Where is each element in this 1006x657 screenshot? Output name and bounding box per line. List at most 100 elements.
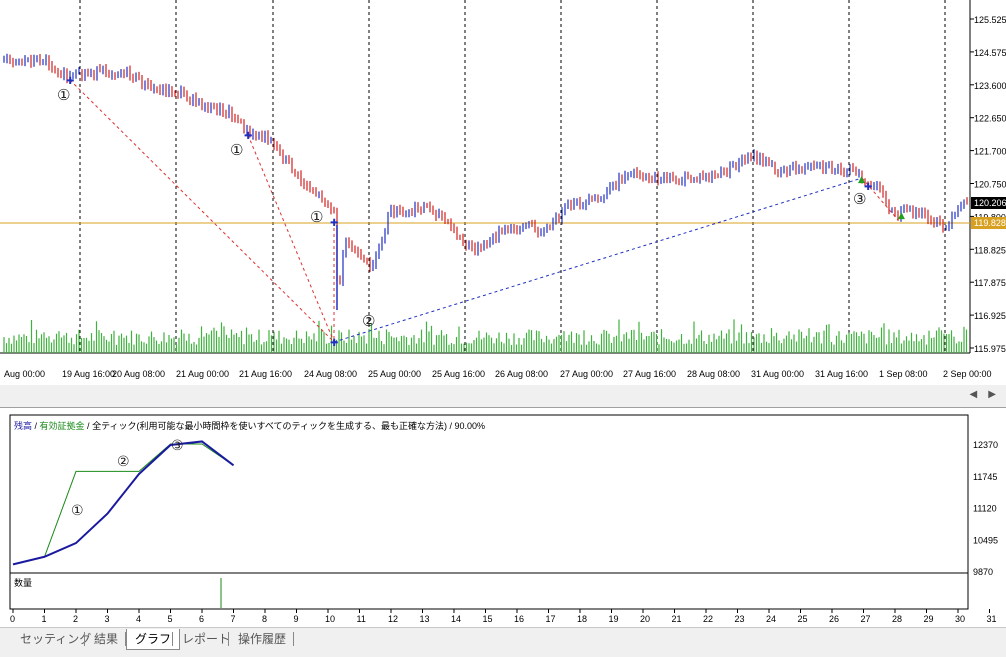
time-tick-label: 28 Aug 08:00 <box>687 369 740 379</box>
ask-price-label: 119.828 <box>974 218 1006 228</box>
legend-equity: 有効証拠金 <box>40 420 85 431</box>
time-tick-label: 31 Aug 00:00 <box>751 369 804 379</box>
price-tick-label: 122.650 <box>974 114 1006 124</box>
graph-x-label: 16 <box>514 614 524 624</box>
trade-line <box>333 177 863 343</box>
trade-number-marker: ① <box>230 141 243 159</box>
time-tick-label: 20 Aug 08:00 <box>112 369 165 379</box>
tab-results[interactable]: 結果 <box>94 632 119 646</box>
trade-entry-marker: ✚ <box>330 338 338 349</box>
graph-x-label: 5 <box>168 614 173 624</box>
legend-separator: / <box>85 421 93 431</box>
graph-x-label: 0 <box>10 614 15 624</box>
graph-x-label: 30 <box>955 614 965 624</box>
ask-price-box <box>971 217 1006 229</box>
graph-x-label: 10 <box>325 614 335 624</box>
graph-x-label: 7 <box>231 614 236 624</box>
graph-x-label: 3 <box>105 614 110 624</box>
trade-entry-marker: ✚ <box>244 131 252 142</box>
time-tick-label: 31 Aug 16:00 <box>815 369 868 379</box>
time-tick-label: 24 Aug 08:00 <box>304 369 357 379</box>
series-line-balance <box>12 443 234 565</box>
trade-entry-marker: ✚ <box>66 76 74 87</box>
time-tick-label: 19 Aug 16:00 <box>62 369 115 379</box>
price-tick-label: 120.750 <box>974 180 1006 190</box>
trade-number-marker: ② <box>362 312 375 330</box>
tab-report[interactable]: レポート <box>182 632 231 646</box>
graph-x-label: 17 <box>546 614 556 624</box>
price-chart[interactable]: 125.525 124.575 123.600 122.650 121.700 120.7… <box>0 0 1006 385</box>
graph-x-label: 18 <box>577 614 587 624</box>
graph-x-label: 8 <box>262 614 267 624</box>
time-tick-label: 27 Aug 16:00 <box>623 369 676 379</box>
trade-entry-marker: ✚ <box>864 182 872 193</box>
graph-x-label: 14 <box>451 614 461 624</box>
graph-x-label: 31 <box>987 614 997 624</box>
graph-x-label: 4 <box>136 614 141 624</box>
tab-divider <box>228 632 229 646</box>
price-tick-label: 121.700 <box>974 147 1006 157</box>
legend-quality: 90.00% <box>455 421 486 431</box>
time-tick-label: Aug 00:00 <box>4 369 45 379</box>
graph-x-label: 1 <box>42 614 47 624</box>
price-tick-label: 123.600 <box>974 81 1006 91</box>
time-tick-label: 27 Aug 00:00 <box>560 369 613 379</box>
graph-x-label: 15 <box>483 614 493 624</box>
legend-separator: / <box>32 421 40 431</box>
price-tick-label: 124.575 <box>974 48 1006 58</box>
graph-x-label: 21 <box>672 614 682 624</box>
graph-x-label: 2 <box>73 614 78 624</box>
price-tick-label: 115.975 <box>974 344 1006 354</box>
tab-graph[interactable]: グラフ <box>126 629 181 650</box>
graph-y-label: 9870 <box>973 567 993 577</box>
time-tick-label: 1 Sep 08:00 <box>879 369 928 379</box>
volume-label: 数量 <box>14 577 32 588</box>
tester-tabs: セッティング 結果 グラフ レポート 操作履歴 <box>0 627 1006 657</box>
time-tick-label: 26 Aug 08:00 <box>495 369 548 379</box>
price-chart-canvas[interactable]: 125.525 124.575 123.600 122.650 121.700 120.7… <box>0 0 1006 385</box>
scroll-arrows-icon[interactable]: ◀ ▶ <box>969 389 1000 400</box>
time-tick-label: 25 Aug 16:00 <box>432 369 485 379</box>
graph-x-label: 23 <box>735 614 745 624</box>
graph-x-label: 9 <box>294 614 299 624</box>
graph-x-label: 25 <box>798 614 808 624</box>
price-tick-label: 118.825 <box>974 245 1006 255</box>
legend-separator: / <box>447 421 455 431</box>
bid-price-box <box>971 197 1006 209</box>
graph-y-label: 10495 <box>973 535 998 545</box>
tab-journal[interactable]: 操作履歴 <box>238 632 287 646</box>
price-tick-label: 116.925 <box>974 311 1006 321</box>
graph-x-label: 6 <box>199 614 204 624</box>
graph-x-label: 28 <box>892 614 902 624</box>
graph-trade-marker: ③ <box>171 438 184 454</box>
graph-trade-marker: ① <box>71 503 84 519</box>
time-tick-label: 21 Aug 16:00 <box>239 369 292 379</box>
time-tick-label: 2 Sep 00:00 <box>943 369 992 379</box>
graph-x-label: 24 <box>766 614 776 624</box>
tab-settings[interactable]: セッティング <box>20 632 92 646</box>
graph-y-label: 12370 <box>973 440 998 450</box>
legend-model: 全ティック(利用可能な最小時間枠を使いすべてのティックを生成する、最も正確な方法… <box>92 420 447 431</box>
tab-divider <box>84 632 85 646</box>
balance-graph-panel: 残高 / 有効証拠金 / 全ティック(利用可能な最小時間枠を使いすべてのティック… <box>0 407 1006 628</box>
graph-frame <box>9 414 969 574</box>
graph-x-label: 22 <box>703 614 713 624</box>
graph-x-label: 19 <box>609 614 619 624</box>
time-tick-label: 25 Aug 00:00 <box>368 369 421 379</box>
balance-graph-canvas: 残高 / 有効証拠金 / 全ティック(利用可能な最小時間枠を使いすべてのティック… <box>9 414 998 624</box>
trade-line <box>247 134 335 343</box>
price-tick-label: 117.875 <box>974 278 1006 288</box>
trade-number-marker: ① <box>57 86 70 104</box>
trade-line <box>69 79 335 343</box>
chart-scrollbar[interactable]: ◀ ▶ <box>0 385 1006 407</box>
tab-divider <box>293 632 294 646</box>
tab-divider <box>125 632 126 646</box>
graph-x-label: 12 <box>388 614 398 624</box>
graph-x-label: 20 <box>640 614 650 624</box>
trade-exit-marker: ▲ <box>858 175 865 185</box>
price-tick-label: 125.525 <box>974 15 1006 25</box>
graph-y-label: 11120 <box>973 504 997 514</box>
graph-trade-marker: ② <box>117 454 130 470</box>
trade-entry-marker: ✚ <box>330 218 338 229</box>
graph-x-label: 26 <box>829 614 839 624</box>
